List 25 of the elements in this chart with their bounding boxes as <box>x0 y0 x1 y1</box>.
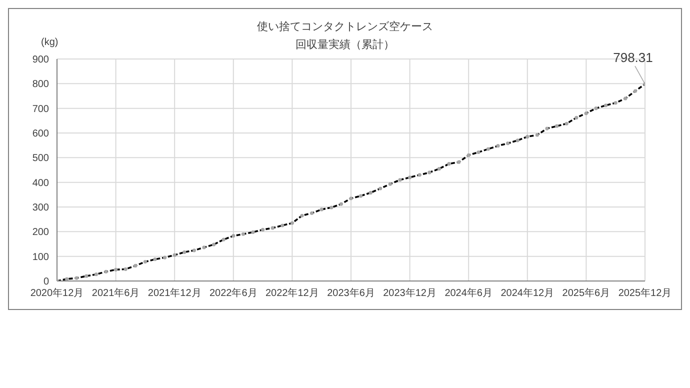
y-tick-label: 500 <box>32 153 50 164</box>
x-tick-label: 2021年12月 <box>148 287 202 300</box>
x-tick-label: 2022年6月 <box>209 287 258 300</box>
x-tick-label: 2025年6月 <box>562 287 610 300</box>
x-tick-label: 2023年6月 <box>327 287 375 300</box>
y-tick-label: 200 <box>32 227 50 238</box>
x-tick-label: 2021年6月 <box>92 287 140 300</box>
x-tick-label: 2024年6月 <box>444 287 493 300</box>
x-tick-label: 2024年12月 <box>500 287 554 300</box>
y-tick-label: 600 <box>32 128 50 140</box>
x-tick-label: 2020年12月 <box>30 287 84 300</box>
y-tick-label: 300 <box>32 202 50 214</box>
y-tick-label: 900 <box>32 54 50 66</box>
x-tick-label: 2023年12月 <box>383 287 436 300</box>
annotation: 798.31 <box>613 50 653 66</box>
x-tick-label: 2025年12月 <box>618 287 672 300</box>
y-tick-label: 0 <box>43 276 50 288</box>
chart-title: 使い捨てコンタクトレンズ空ケース <box>256 20 434 34</box>
y-tick-label: 700 <box>32 104 50 115</box>
y-axis-title: (kg) <box>41 37 58 48</box>
y-tick-label: 400 <box>32 178 50 189</box>
y-tick-label: 800 <box>32 79 50 90</box>
y-tick-label: 100 <box>32 252 50 263</box>
chart-subtitle: 回収量実績（累計） <box>296 39 394 51</box>
x-tick-label: 2022年12月 <box>266 287 319 300</box>
